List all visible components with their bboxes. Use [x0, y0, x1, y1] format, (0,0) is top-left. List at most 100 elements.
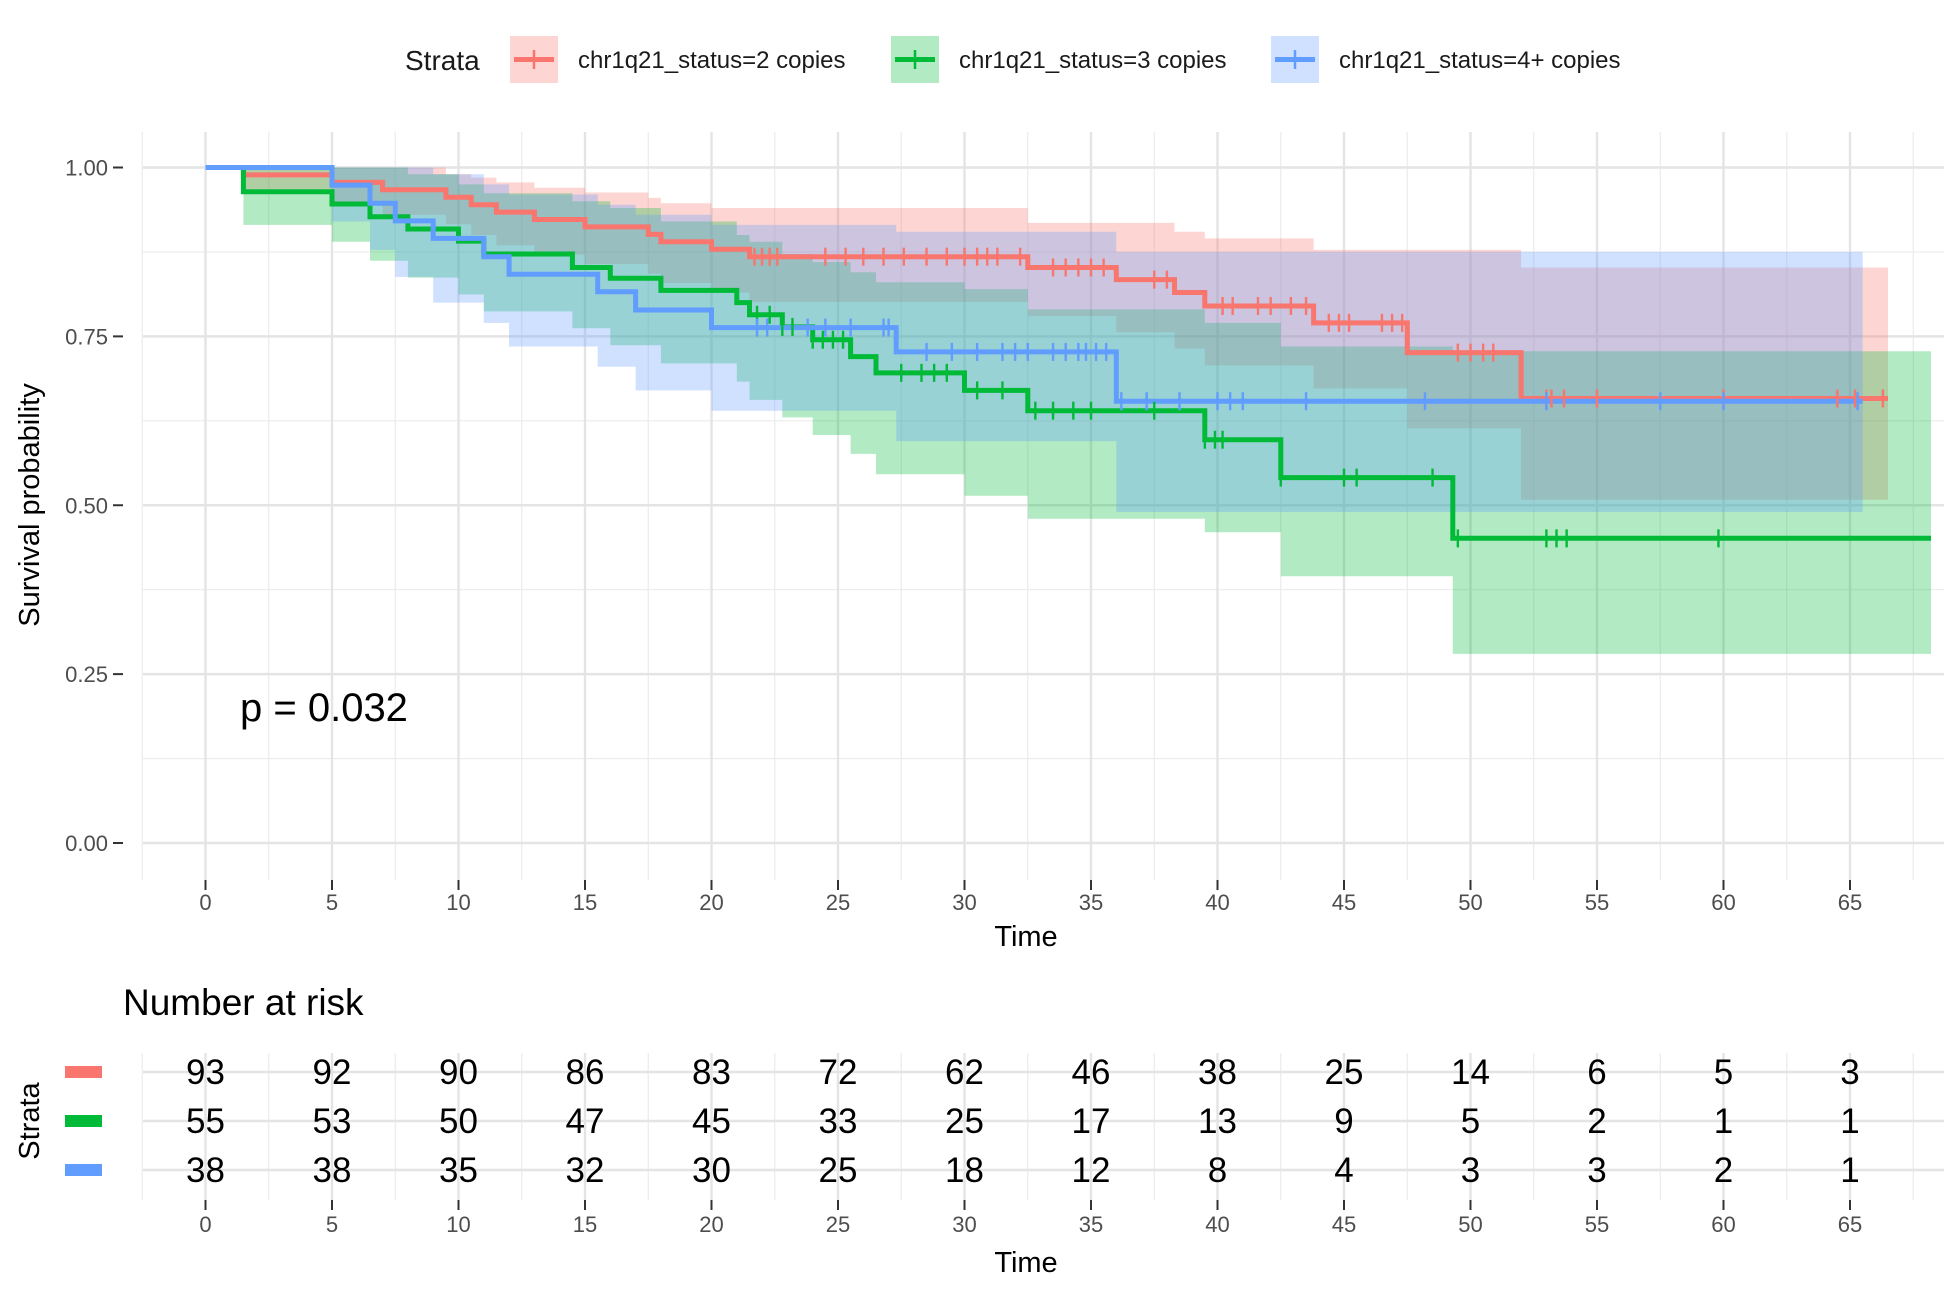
legend-title: Strata — [405, 45, 480, 76]
survival-curves — [205, 165, 1931, 541]
risk-row-2: 55 53 50 47 45 33 25 17 13 9 5 2 1 1 — [65, 1102, 1860, 1141]
risk-table-rows: 93 92 90 86 83 72 62 46 38 25 14 6 5 355 53 50 47 45 33 25 1… — [65, 1053, 1860, 1190]
x-tick-label: 45 — [1332, 890, 1356, 915]
x-axis-title: Time — [994, 921, 1057, 953]
risk-count: 45 — [692, 1102, 731, 1141]
risk-count: 4 — [1334, 1151, 1353, 1190]
survival-plot-panel: 0.00 0.25 0.50 0.75 1.00 0 5 10 15 20 25 30 35 40 45 50… — [14, 132, 1944, 953]
risk-count: 1 — [1840, 1151, 1859, 1190]
risk-count: 3 — [1461, 1151, 1480, 1190]
risk-count: 5 — [1461, 1102, 1480, 1141]
x-tick-label: 25 — [826, 890, 850, 915]
risk-count: 47 — [566, 1102, 605, 1141]
risk-count: 53 — [313, 1102, 352, 1141]
x-tick-label: 30 — [952, 890, 976, 915]
risk-table-x-title: Time — [994, 1247, 1057, 1279]
plot-axes: 0.00 0.25 0.50 0.75 1.00 0 5 10 15 20 25 30 35 40 45 50… — [65, 156, 1862, 916]
risk-count: 8 — [1208, 1151, 1227, 1190]
risk-table-grid — [141, 1053, 1944, 1200]
risk-x-tick-label: 35 — [1079, 1212, 1103, 1237]
y-tick-label: 0.50 — [65, 493, 108, 518]
x-tick-label: 0 — [199, 890, 211, 915]
risk-x-tick-label: 60 — [1711, 1212, 1735, 1237]
legend-label: chr1q21_status=3 copies — [959, 47, 1227, 74]
survival-curve-series-2 — [205, 165, 1931, 541]
risk-count: 6 — [1587, 1053, 1606, 1092]
risk-x-tick-label: 50 — [1458, 1212, 1482, 1237]
risk-x-tick-label: 15 — [573, 1212, 597, 1237]
risk-count: 2 — [1714, 1151, 1733, 1190]
risk-count: 55 — [186, 1102, 225, 1141]
risk-x-tick-label: 55 — [1585, 1212, 1609, 1237]
x-tick-label: 60 — [1711, 890, 1735, 915]
risk-count: 13 — [1198, 1102, 1237, 1141]
risk-count: 1 — [1714, 1102, 1733, 1141]
risk-count: 9 — [1334, 1102, 1353, 1141]
x-tick-label: 10 — [446, 890, 470, 915]
risk-table: Number at risk 93 92 90 86 83 72 62 46 38 25 14 6 5 3… — [14, 982, 1944, 1279]
risk-count: 3 — [1840, 1053, 1859, 1092]
risk-count: 2 — [1587, 1102, 1606, 1141]
risk-count: 33 — [819, 1102, 858, 1141]
x-tick-label: 15 — [573, 890, 597, 915]
ci-band-series-3 — [205, 167, 1863, 512]
risk-table-axes: 0 5 10 15 20 25 30 35 40 45 50 55 60 65 — [199, 1200, 1862, 1237]
y-tick-label: 0.75 — [65, 324, 108, 349]
risk-count: 12 — [1072, 1151, 1111, 1190]
risk-count: 5 — [1714, 1053, 1733, 1092]
risk-table-title: Number at risk — [123, 982, 364, 1023]
risk-count: 38 — [186, 1151, 225, 1190]
risk-count: 92 — [313, 1053, 352, 1092]
y-tick-label: 1.00 — [65, 156, 108, 181]
risk-x-tick-label: 45 — [1332, 1212, 1356, 1237]
legend: Strata chr1q21_status=2 copies chr1q21_st… — [405, 36, 1621, 83]
risk-count: 32 — [566, 1151, 605, 1190]
ci-band-series-1 — [205, 167, 1888, 500]
legend-entry-1: chr1q21_status=2 copies — [510, 36, 846, 83]
risk-count: 25 — [945, 1102, 984, 1141]
y-tick-label: 0.00 — [65, 831, 108, 856]
risk-count: 86 — [566, 1053, 605, 1092]
x-tick-label: 5 — [326, 890, 338, 915]
risk-count: 18 — [945, 1151, 984, 1190]
survival-curve-series-3 — [205, 165, 1863, 404]
risk-count: 72 — [819, 1053, 858, 1092]
risk-count: 25 — [1325, 1053, 1364, 1092]
risk-x-tick-label: 5 — [326, 1212, 338, 1237]
legend-entry-3: chr1q21_status=4+ copies — [1271, 36, 1621, 83]
risk-count: 83 — [692, 1053, 731, 1092]
x-tick-label: 65 — [1838, 890, 1862, 915]
legend-label: chr1q21_status=4+ copies — [1339, 47, 1621, 74]
x-tick-label: 50 — [1458, 890, 1482, 915]
risk-count: 30 — [692, 1151, 731, 1190]
risk-count: 14 — [1451, 1053, 1490, 1092]
risk-table-y-title: Strata — [14, 1081, 46, 1159]
risk-count: 17 — [1072, 1102, 1111, 1141]
risk-count: 46 — [1072, 1053, 1111, 1092]
survival-curve-series-1 — [205, 165, 1888, 401]
risk-count: 50 — [439, 1102, 478, 1141]
risk-row-color-key — [65, 1164, 102, 1176]
x-tick-label: 55 — [1585, 890, 1609, 915]
y-axis-title: Survival probability — [14, 383, 46, 627]
risk-x-tick-label: 20 — [699, 1212, 723, 1237]
risk-count: 38 — [1198, 1053, 1237, 1092]
risk-x-tick-label: 25 — [826, 1212, 850, 1237]
risk-count: 90 — [439, 1053, 478, 1092]
p-value-annotation: p = 0.032 — [240, 686, 408, 730]
y-tick-label: 0.25 — [65, 662, 108, 687]
risk-x-tick-label: 65 — [1838, 1212, 1862, 1237]
risk-x-tick-label: 30 — [952, 1212, 976, 1237]
risk-count: 3 — [1587, 1151, 1606, 1190]
risk-row-3: 38 38 35 32 30 25 18 12 8 4 3 3 2 1 — [65, 1151, 1860, 1190]
x-tick-label: 20 — [699, 890, 723, 915]
risk-row-color-key — [65, 1066, 102, 1078]
risk-x-tick-label: 0 — [199, 1212, 211, 1237]
risk-x-tick-label: 10 — [446, 1212, 470, 1237]
risk-count: 25 — [819, 1151, 858, 1190]
legend-entry-2: chr1q21_status=3 copies — [891, 36, 1227, 83]
risk-count: 62 — [945, 1053, 984, 1092]
plot-grid — [141, 132, 1944, 880]
risk-row-1: 93 92 90 86 83 72 62 46 38 25 14 6 5 3 — [65, 1053, 1860, 1092]
